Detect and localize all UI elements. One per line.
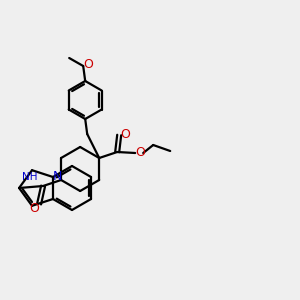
Text: O: O <box>120 128 130 140</box>
Text: O: O <box>135 146 145 158</box>
Text: O: O <box>83 58 93 70</box>
Text: NH: NH <box>22 172 38 182</box>
Text: N: N <box>52 170 62 184</box>
Text: O: O <box>29 202 39 215</box>
